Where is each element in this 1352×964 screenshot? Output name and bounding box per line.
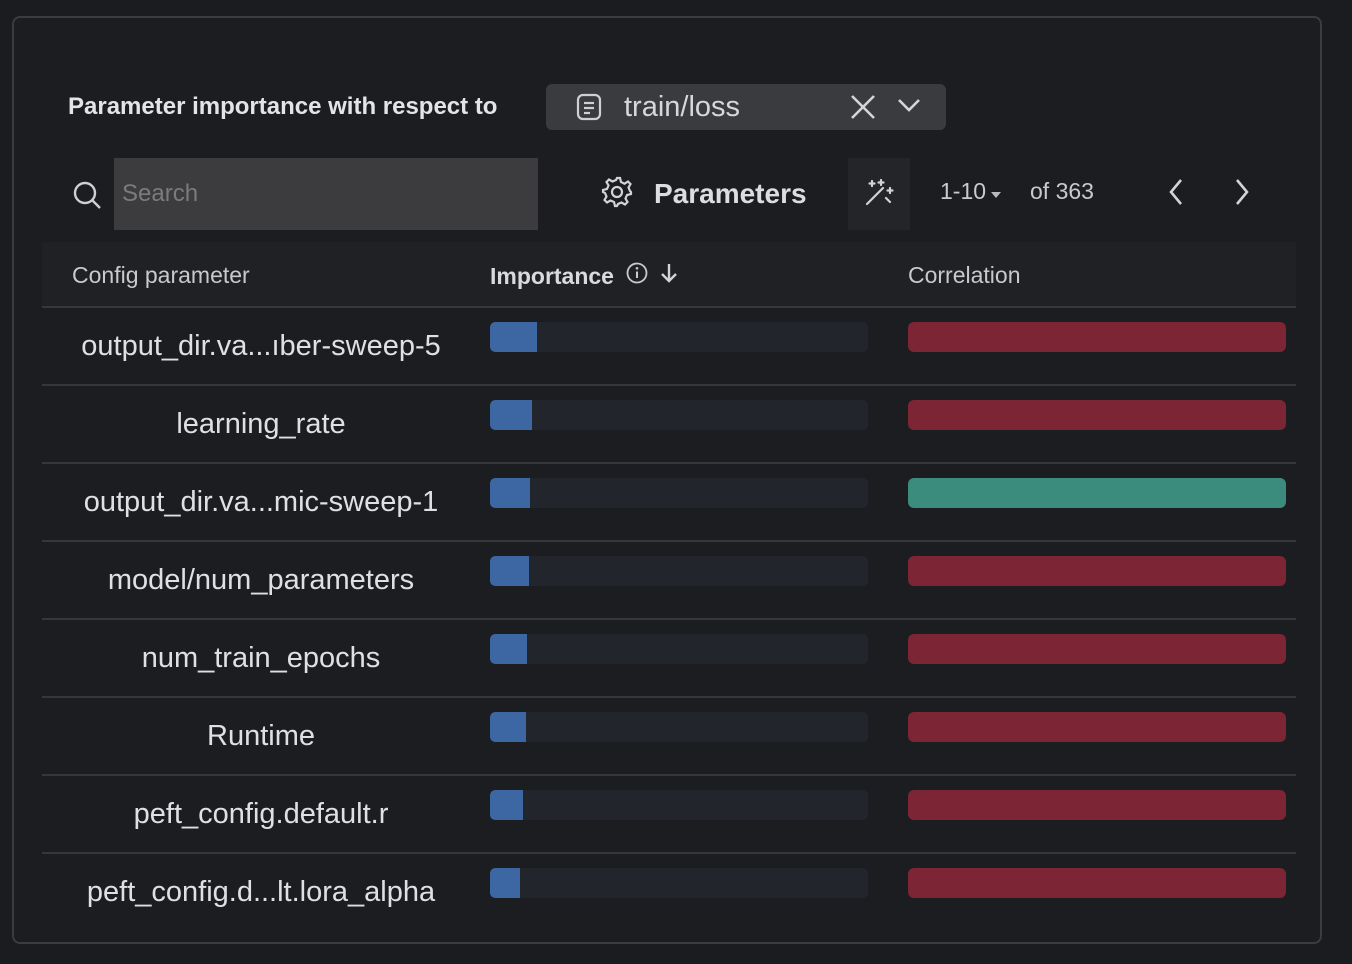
table-body: output_dir.va...ıber-sweep-5 learning_rat… xyxy=(42,308,1296,932)
toolbar: Parameters 1-1 xyxy=(68,158,1298,230)
table-row[interactable]: peft_config.d...lt.lora_alpha xyxy=(42,854,1296,932)
importance-bar-track xyxy=(490,790,868,820)
chevron-right-icon[interactable] xyxy=(1232,176,1252,212)
correlation-bar xyxy=(908,790,1286,820)
importance-bar xyxy=(490,712,526,742)
importance-bar-track xyxy=(490,400,868,430)
metric-select[interactable]: train/loss xyxy=(546,84,946,130)
importance-bar-track xyxy=(490,712,868,742)
correlation-bar xyxy=(908,868,1286,898)
param-name: model/num_parameters xyxy=(107,563,415,596)
auto-select-button[interactable] xyxy=(848,158,910,230)
correlation-bar xyxy=(908,712,1286,742)
param-name: output_dir.va...ıber-sweep-5 xyxy=(81,329,441,362)
parameter-importance-panel: Parameter importance with respect to tra… xyxy=(12,16,1322,944)
table-row[interactable]: num_train_epochs xyxy=(42,620,1296,698)
chevron-left-icon[interactable] xyxy=(1166,176,1186,212)
importance-bar xyxy=(490,634,527,664)
page-range: 1-10 xyxy=(940,178,987,204)
importance-label: Importance xyxy=(490,262,614,289)
importance-bar-track xyxy=(490,634,868,664)
parameters-button[interactable]: Parameters xyxy=(598,162,838,226)
chevron-down-icon[interactable] xyxy=(897,96,921,118)
param-name: num_train_epochs xyxy=(141,641,381,674)
magic-wand-icon xyxy=(863,176,895,212)
correlation-bar xyxy=(908,478,1286,508)
info-icon[interactable] xyxy=(626,262,648,290)
table-row[interactable]: Runtime xyxy=(42,698,1296,776)
arrow-down-icon[interactable] xyxy=(660,262,678,290)
importance-bar xyxy=(490,322,538,352)
column-header-correlation[interactable]: Correlation xyxy=(908,262,1021,288)
table-row[interactable]: model/num_parameters xyxy=(42,542,1296,620)
param-name: learning_rate xyxy=(176,407,346,440)
importance-bar xyxy=(490,478,530,508)
importance-bar-track xyxy=(490,556,868,586)
panel-title: Parameter importance with respect to xyxy=(68,93,498,120)
param-name: peft_config.d...lt.lora_alpha xyxy=(86,875,436,908)
param-name: output_dir.va...mic-sweep-1 xyxy=(83,485,439,518)
total-count: of 363 xyxy=(1030,178,1094,204)
correlation-bar xyxy=(908,634,1286,664)
importance-bar xyxy=(490,868,521,898)
page-size-select[interactable]: 1-10 xyxy=(940,178,1002,205)
table-row[interactable]: output_dir.va...mic-sweep-1 xyxy=(42,464,1296,542)
param-name: peft_config.default.r xyxy=(133,797,389,830)
table-header: Config parameter Importance xyxy=(42,242,1296,308)
correlation-bar xyxy=(908,322,1286,352)
document-icon xyxy=(576,93,602,125)
column-header-importance[interactable]: Importance xyxy=(490,262,678,290)
search-input[interactable] xyxy=(114,158,538,230)
panel-header: Parameter importance with respect to xyxy=(68,84,497,130)
search-icon xyxy=(72,180,102,214)
importance-bar xyxy=(490,400,532,430)
table-row[interactable]: learning_rate xyxy=(42,386,1296,464)
importance-bar-track xyxy=(490,322,868,352)
table-row[interactable]: output_dir.va...ıber-sweep-5 xyxy=(42,308,1296,386)
param-name: Runtime xyxy=(207,719,315,752)
importance-table: Config parameter Importance xyxy=(42,242,1296,932)
parameters-label: Parameters xyxy=(654,178,807,209)
close-icon[interactable] xyxy=(849,93,877,125)
importance-bar-track xyxy=(490,868,868,898)
column-header-param[interactable]: Config parameter xyxy=(72,262,250,288)
caret-down-icon xyxy=(990,178,1002,205)
importance-bar xyxy=(490,790,523,820)
importance-bar-track xyxy=(490,478,868,508)
metric-value: train/loss xyxy=(624,91,741,123)
gear-icon xyxy=(600,175,634,213)
correlation-bar xyxy=(908,556,1286,586)
importance-bar xyxy=(490,556,529,586)
table-row[interactable]: peft_config.default.r xyxy=(42,776,1296,854)
correlation-bar xyxy=(908,400,1286,430)
